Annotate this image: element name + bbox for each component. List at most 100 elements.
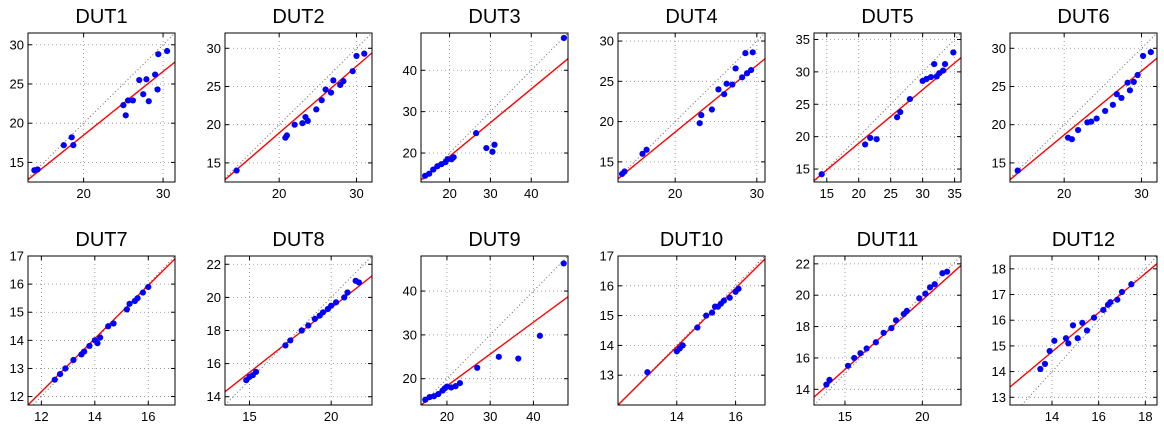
data-point <box>322 86 329 93</box>
data-point <box>851 354 858 362</box>
data-point <box>1100 306 1107 314</box>
y-tick-label: 12 <box>10 389 24 404</box>
data-point <box>643 146 650 153</box>
y-tick-label: 14 <box>992 364 1006 379</box>
x-tick-label: 20 <box>442 186 456 201</box>
data-point <box>313 106 320 113</box>
x-tick-label: 15 <box>838 409 852 424</box>
data-point <box>536 332 543 339</box>
axes-frame <box>1009 255 1158 406</box>
plot-content <box>618 33 765 180</box>
subplot-dut12: DUT12 14 16 18 13 14 15 16 17 18 <box>992 229 1158 424</box>
fit-line <box>814 264 961 398</box>
data-point <box>353 52 360 60</box>
data-point <box>943 268 951 275</box>
x-tick-label: 25 <box>883 186 897 201</box>
data-point <box>708 106 716 113</box>
y-tick-label: 16 <box>207 356 221 371</box>
data-point <box>941 60 949 68</box>
x-tick-label: 15 <box>242 409 256 424</box>
y-tick-label: 30 <box>600 34 614 49</box>
data-point <box>97 334 104 341</box>
y-tick-label: 20 <box>403 146 417 161</box>
data-point <box>1128 281 1135 288</box>
x-tick-label: 30 <box>483 409 497 424</box>
data-point <box>491 141 498 148</box>
data-point <box>361 50 368 57</box>
data-point <box>857 350 864 357</box>
data-point <box>318 97 325 104</box>
data-point <box>872 339 879 346</box>
data-point <box>330 77 337 84</box>
data-point <box>1118 288 1126 296</box>
fit-line <box>618 258 765 405</box>
data-point <box>1134 71 1141 79</box>
data-point <box>452 383 459 390</box>
data-point <box>435 390 442 398</box>
y-tick-label: 20 <box>10 116 24 131</box>
data-point <box>1114 296 1121 303</box>
data-point <box>341 294 348 301</box>
subplot-dut3: DUT3 20 30 40 20 30 40 <box>403 6 569 201</box>
subplot-title: DUT10 <box>660 229 723 251</box>
data-point <box>126 300 133 307</box>
plot-content <box>225 33 372 181</box>
data-point <box>349 68 356 75</box>
y-tick-label: 25 <box>796 97 810 112</box>
plot-area <box>1010 256 1157 405</box>
plot-content <box>421 33 568 182</box>
data-point <box>1074 126 1082 134</box>
data-point <box>940 67 947 74</box>
data-point <box>1051 337 1058 344</box>
plot-content <box>1010 256 1157 405</box>
data-point <box>906 95 913 103</box>
data-point <box>1090 314 1098 321</box>
data-point <box>823 381 830 388</box>
data-point <box>696 120 703 127</box>
subplot-title: DUT11 <box>857 229 919 251</box>
data-point <box>679 342 686 349</box>
subplot-dut4: DUT4 20 30 15 20 25 30 <box>600 6 766 201</box>
data-point <box>305 322 312 329</box>
subplot-dut11: DUT11 15 20 14 16 18 20 22 <box>796 229 962 424</box>
x-tick-label: 20 <box>324 409 338 424</box>
y-tick-label: 30 <box>10 37 24 52</box>
y-tick-label: 16 <box>796 350 810 365</box>
data-point <box>426 170 433 177</box>
y-tick-label: 20 <box>992 117 1006 132</box>
data-point <box>1126 87 1134 94</box>
x-tick-label: 20 <box>272 186 286 201</box>
data-point <box>125 97 132 104</box>
x-tick-label: 20 <box>76 186 90 201</box>
data-point <box>1046 347 1053 355</box>
data-point <box>1124 79 1131 86</box>
data-point <box>283 132 290 139</box>
data-point <box>1079 319 1086 326</box>
subplot-dut9: DUT9 20 30 40 20 30 40 <box>403 229 569 424</box>
y-tick-label: 40 <box>403 63 417 78</box>
data-point <box>1062 335 1070 342</box>
axes-frame <box>27 255 176 406</box>
data-point <box>140 91 147 98</box>
y-tick-label: 20 <box>600 114 614 129</box>
y-tick-label: 15 <box>10 155 24 170</box>
subplot-title: DUT12 <box>1052 229 1115 251</box>
x-tick-label: 20 <box>915 409 929 424</box>
y-tick-label: 25 <box>10 76 24 91</box>
subplot-title: DUT7 <box>75 229 127 251</box>
data-point <box>748 66 755 74</box>
data-point <box>644 369 651 376</box>
data-point <box>328 302 335 309</box>
data-point <box>291 121 298 128</box>
data-point <box>122 112 129 119</box>
subplot-title: DUT2 <box>272 6 324 28</box>
data-point <box>735 285 742 292</box>
data-point <box>145 283 152 291</box>
data-point <box>1065 340 1072 347</box>
data-point <box>826 376 833 384</box>
data-point <box>282 342 289 349</box>
y-tick-label: 13 <box>992 390 1006 405</box>
data-point <box>94 340 101 347</box>
subplot-title: DUT5 <box>861 6 913 28</box>
data-point <box>560 34 568 42</box>
